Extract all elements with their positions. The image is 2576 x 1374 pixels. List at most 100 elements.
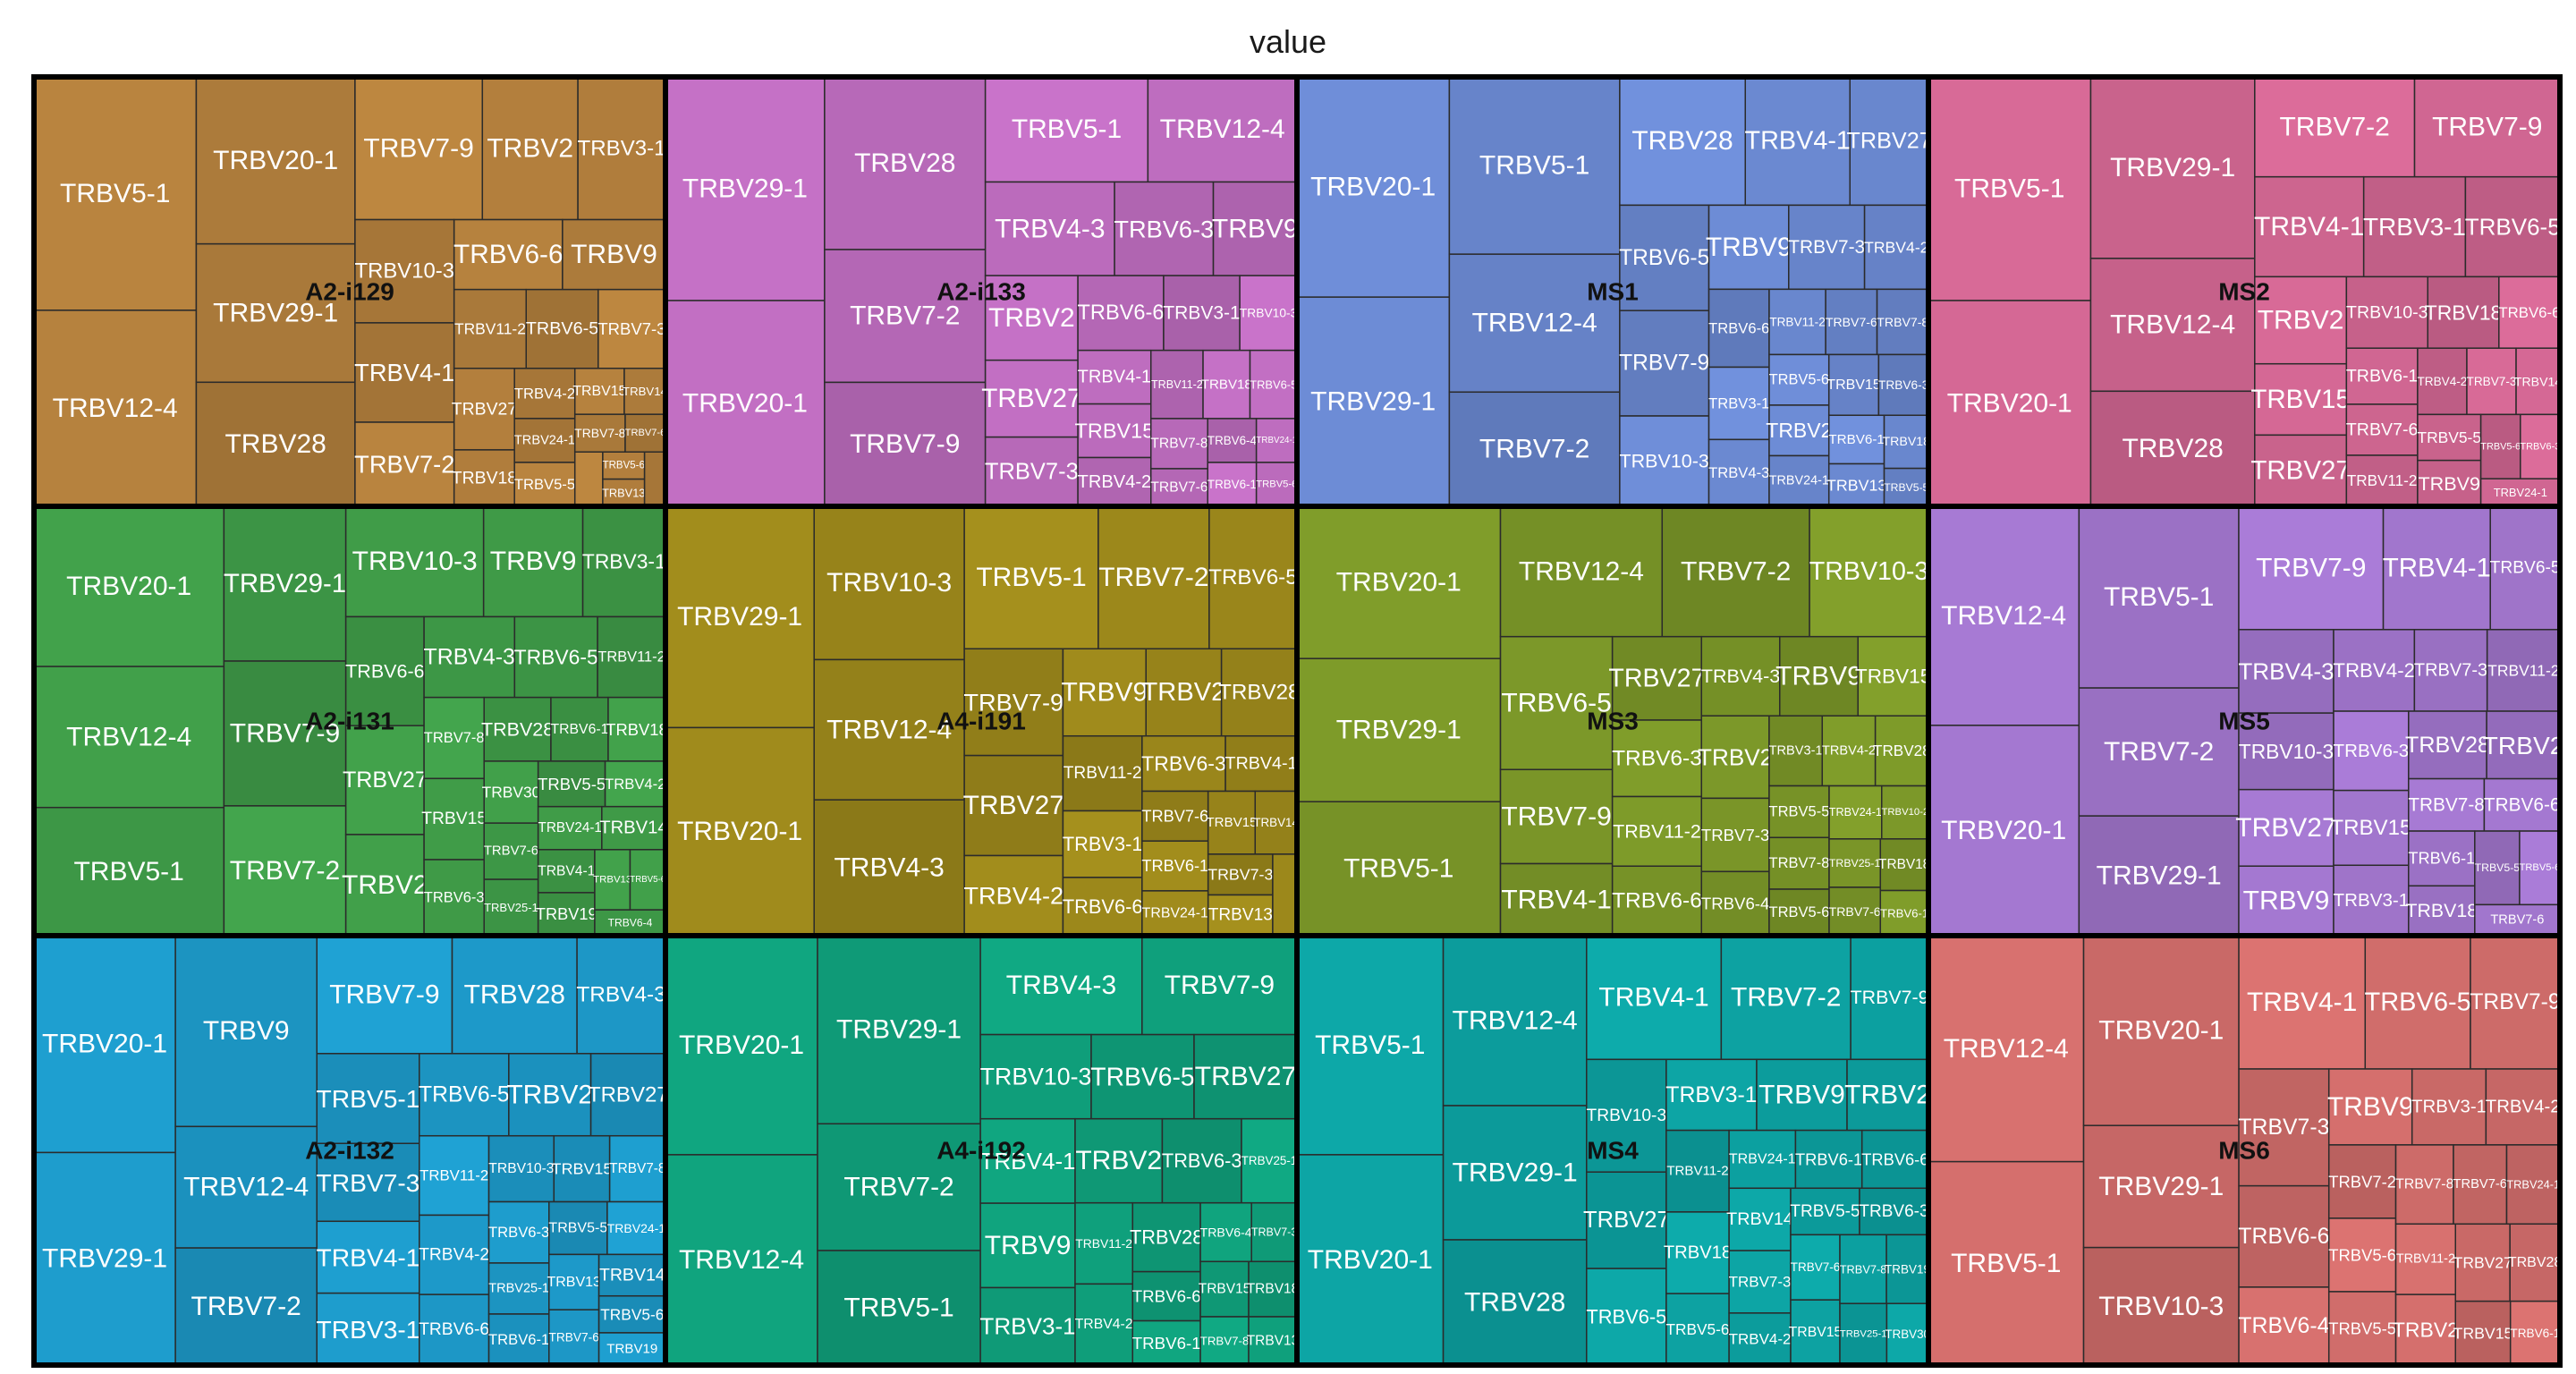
tile-label: TRBV6-3 — [1141, 752, 1226, 776]
treemap-tile — [2238, 505, 2385, 631]
tile-label: TRBV28 — [1130, 1226, 1203, 1249]
treemap-tile — [1090, 1033, 1195, 1120]
tile-label: TRBV12-4 — [1453, 1006, 1578, 1036]
treemap-tile — [1825, 288, 1878, 356]
treemap-tile — [1202, 349, 1251, 420]
tile-label: TRBV7-2 — [2279, 112, 2389, 141]
tile-label: TRBV6-6 — [1078, 301, 1165, 325]
tile-label: TRBV9 — [2243, 886, 2330, 916]
treemap-tile — [2464, 175, 2561, 278]
treemap-tile — [813, 799, 965, 937]
treemap-tile — [1707, 288, 1770, 369]
tile-label: TRBV13 — [602, 486, 645, 499]
treemap-tile — [2413, 629, 2488, 712]
treemap-tile — [665, 300, 826, 507]
tile-label: TRBV4-1 — [354, 359, 454, 386]
tile-label: TRBV9 — [1706, 233, 1792, 262]
treemap-tile — [1296, 657, 1502, 802]
tile-label: TRBV6-1 — [550, 722, 608, 737]
tile-label: TRBV7-2 — [850, 301, 960, 331]
treemap-tile — [594, 909, 666, 937]
tile-label: TRBV27 — [1195, 1062, 1296, 1091]
tile-label: TRBV7-2 — [2104, 737, 2214, 767]
tile-label: TRBV6-4 — [2238, 1314, 2329, 1338]
treemap-tile — [606, 1200, 666, 1256]
treemap-tile — [537, 805, 603, 851]
tile-label: TRBV4-2 — [1729, 1330, 1792, 1347]
tile-label: TRBV4-2 — [963, 882, 1063, 910]
treemap-tile — [629, 849, 666, 911]
treemap-tile — [2394, 1293, 2456, 1366]
tile-label: TRBV7-3 — [1701, 826, 1769, 844]
tile-label: TRBV6-5 — [1250, 377, 1297, 391]
tile-label: TRBV5-5 — [1769, 803, 1830, 819]
treemap-tile — [419, 1134, 490, 1217]
tile-label: TRBV7-3 — [1729, 1273, 1792, 1290]
tile-label: TRBV6-1 — [2510, 1327, 2560, 1340]
tile-label: TRBV29-1 — [1310, 387, 1436, 417]
tile-label: TRBV3-1 — [2334, 890, 2410, 911]
tile-label: TRBV10-2 — [1882, 807, 1929, 818]
treemap-tile — [2509, 1300, 2561, 1366]
treemap-tile — [665, 935, 818, 1156]
tile-label: TRBV2 — [2483, 731, 2564, 759]
tile-label: TRBV5-1 — [976, 563, 1086, 592]
tile-label: TRBV6-4 — [608, 917, 653, 929]
treemap-tile — [2466, 347, 2517, 416]
tile-label: TRBV13 — [547, 1275, 601, 1290]
tile-label: TRBV29-1 — [1336, 716, 1462, 745]
treemap-group-MS6: TRBV12-4 TRBV5-1 TRBV20-1 TRBV29-1 TRBV10-3 T… — [1926, 933, 2563, 1368]
tile-label: TRBV7-8 — [1840, 1262, 1887, 1276]
treemap-tile — [316, 1142, 420, 1223]
tile-label: TRBV12-4 — [183, 1173, 309, 1202]
tile-label: TRBV5-5 — [1884, 481, 1928, 494]
tile-label: TRBV13 — [1826, 476, 1886, 494]
tile-label: TRBV7-8 — [424, 730, 485, 746]
treemap-tile — [1756, 1058, 1848, 1132]
tile-label: TRBV2 — [487, 133, 573, 163]
tile-label: TRBV18 — [1664, 1243, 1732, 1263]
treemap-group-MS3: TRBV20-1 TRBV29-1 TRBV5-1 TRBV12-4 TRBV7-2 TR… — [1294, 504, 1931, 938]
treemap-tile — [1665, 1293, 1730, 1366]
treemap-tile — [1665, 1211, 1730, 1294]
treemap-tile — [1728, 1187, 1792, 1251]
treemap-tile — [1272, 853, 1298, 937]
tile-label: TRBV6-3 — [1612, 746, 1702, 770]
treemap-tile — [513, 368, 576, 420]
treemap-tile — [1707, 366, 1770, 441]
treemap-tile — [1448, 391, 1621, 507]
tile-label: TRBV9 — [1212, 214, 1299, 243]
tile-label: TRBV6-3 — [1878, 378, 1929, 392]
treemap-tile — [2345, 403, 2419, 456]
treemap-tile — [174, 935, 318, 1128]
tile-label: TRBV4-1 — [1501, 885, 1611, 914]
treemap-tile — [2327, 1291, 2397, 1366]
tile-label: TRBV9 — [985, 1231, 1072, 1260]
tile-label: TRBV2 — [2393, 1319, 2459, 1342]
tile-label: TRBV28 — [1631, 126, 1733, 156]
group-label: A2-i129 — [305, 278, 394, 306]
tile-label: TRBV3-1 — [317, 1315, 420, 1344]
tile-label: TRBV29-1 — [42, 1244, 167, 1274]
treemap-tile — [1827, 353, 1880, 416]
tile-label: TRBV7-3 — [985, 459, 1079, 484]
treemap-tile — [1611, 719, 1703, 798]
tile-label: TRBV30 — [482, 784, 541, 802]
tile-label: TRBV6-3 — [1162, 1149, 1242, 1172]
tile-label: TRBV29-1 — [682, 174, 808, 204]
treemap-group-A2-i129: TRBV5-1 TRBV12-4 TRBV20-1 TRBV29-1 TRBV28 TRB… — [31, 74, 668, 509]
tile-label: TRBV7-9 — [2432, 112, 2542, 141]
group-label: MS5 — [2218, 708, 2270, 735]
treemap-tile — [2333, 629, 2416, 712]
tile-label: TRBV7-3 — [1251, 1226, 1297, 1238]
treemap-tile — [2254, 434, 2348, 507]
tile-label: TRBV5-6 — [1769, 372, 1829, 388]
tile-label: TRBV4-1 — [1745, 127, 1851, 156]
tile-label: TRBV18 — [606, 720, 668, 739]
tile-label: TRBV7-2 — [1681, 556, 1791, 586]
treemap-tile — [316, 1053, 420, 1144]
treemap-tile — [354, 421, 455, 507]
tile-label: TRBV6-5 — [1501, 688, 1611, 717]
treemap-tile — [1586, 1171, 1667, 1269]
tile-label: TRBV27 — [1608, 664, 1705, 692]
